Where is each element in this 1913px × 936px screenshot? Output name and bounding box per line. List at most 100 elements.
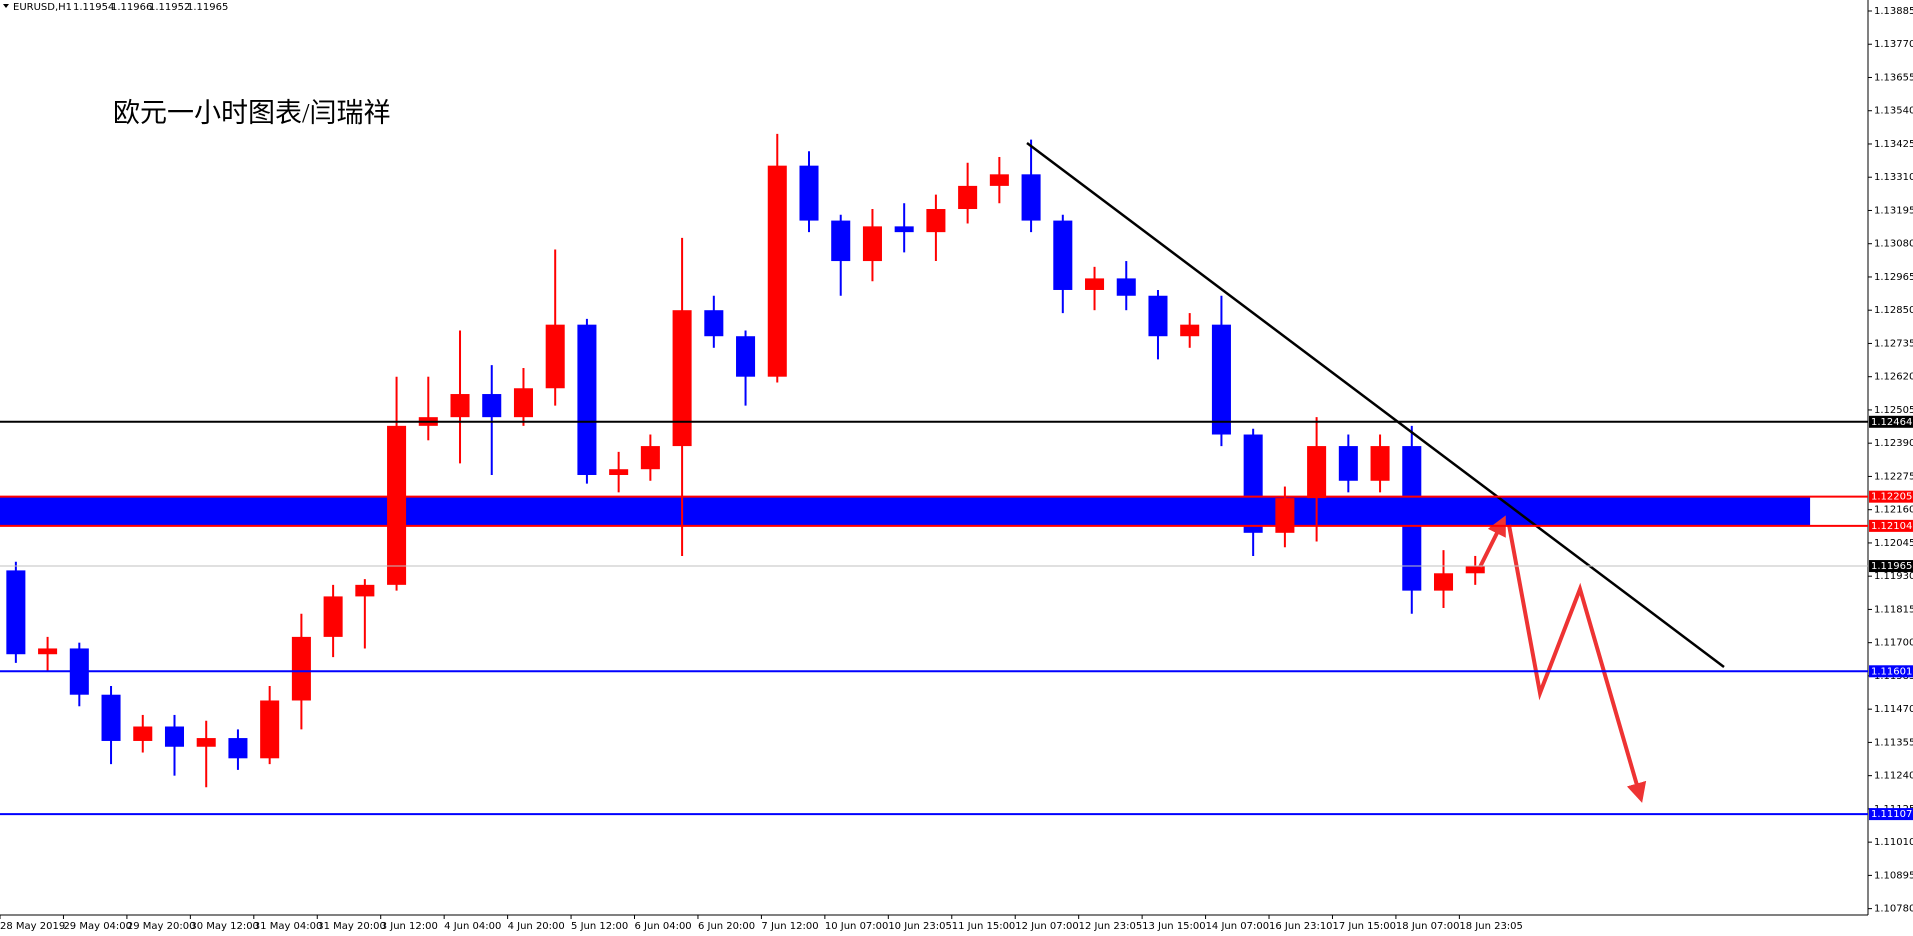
x-tick-label: 29 May 20:00 bbox=[127, 921, 196, 932]
y-tick-label: 1.13310 bbox=[1874, 172, 1913, 183]
x-tick-label: 4 Jun 20:00 bbox=[508, 921, 565, 932]
candle-body bbox=[1243, 434, 1263, 533]
candle-body bbox=[133, 726, 153, 741]
candle-body bbox=[958, 185, 978, 210]
y-tick-label: 1.11240 bbox=[1874, 771, 1913, 782]
y-tick-label: 1.13080 bbox=[1874, 239, 1913, 250]
candle-body bbox=[38, 648, 58, 655]
x-tick-label: 14 Jun 07:00 bbox=[1206, 921, 1270, 932]
candle-body bbox=[1085, 278, 1105, 290]
candle-body bbox=[1338, 446, 1358, 481]
x-tick-label: 18 Jun 07:00 bbox=[1396, 921, 1460, 932]
x-tick-label: 4 Jun 04:00 bbox=[444, 921, 501, 932]
y-tick-label: 1.10895 bbox=[1874, 870, 1913, 881]
x-tick-label: 31 May 20:00 bbox=[317, 921, 386, 932]
candle-body bbox=[1370, 446, 1390, 481]
level-label-bg bbox=[1869, 415, 1913, 428]
level-label: 1.12464 bbox=[1871, 417, 1912, 428]
y-tick-label: 1.11355 bbox=[1874, 737, 1913, 748]
candle-body bbox=[1402, 446, 1422, 591]
candle-body bbox=[1148, 295, 1168, 337]
candle-body bbox=[672, 310, 692, 447]
header-high: 1.11966 bbox=[111, 2, 152, 13]
candle-body bbox=[609, 469, 629, 475]
candle-body bbox=[704, 310, 724, 337]
x-tick-label: 29 May 04:00 bbox=[63, 921, 132, 932]
x-tick-label: 16 Jun 23:10 bbox=[1269, 921, 1333, 932]
level-label-bg bbox=[1869, 560, 1913, 573]
level-label-bg bbox=[1869, 665, 1913, 678]
trend-line bbox=[1026, 142, 1725, 668]
level-label: 1.11965 bbox=[1871, 561, 1912, 572]
candle-body bbox=[196, 738, 216, 747]
candle-body bbox=[989, 174, 1009, 186]
candle-body bbox=[1021, 174, 1041, 221]
y-tick-label: 1.13195 bbox=[1874, 205, 1913, 216]
y-tick-label: 1.10780 bbox=[1874, 904, 1913, 915]
y-tick-label: 1.12850 bbox=[1874, 305, 1913, 316]
header-low: 1.11952 bbox=[149, 2, 190, 13]
y-tick-label: 1.13770 bbox=[1874, 39, 1913, 50]
candle-body bbox=[831, 220, 851, 262]
x-tick-label: 13 Jun 15:00 bbox=[1142, 921, 1206, 932]
level-label: 1.11107 bbox=[1871, 809, 1912, 820]
level-label-bg bbox=[1869, 490, 1913, 503]
y-tick-label: 1.11815 bbox=[1874, 604, 1913, 615]
candle-body bbox=[1307, 446, 1327, 499]
projection-arrow bbox=[1478, 515, 1506, 568]
y-tick-label: 1.12735 bbox=[1874, 338, 1913, 349]
y-tick-label: 1.11010 bbox=[1874, 837, 1913, 848]
candle-body bbox=[640, 446, 660, 470]
x-tick-label: 11 Jun 15:00 bbox=[952, 921, 1016, 932]
y-tick-label: 1.11470 bbox=[1874, 704, 1913, 715]
y-tick-label: 1.12390 bbox=[1874, 438, 1913, 449]
y-tick-label: 1.12620 bbox=[1874, 372, 1913, 383]
y-tick-label: 1.12965 bbox=[1874, 272, 1913, 283]
x-tick-label: 3 Jun 12:00 bbox=[381, 921, 438, 932]
y-tick-label: 1.13655 bbox=[1874, 72, 1913, 83]
level-label-bg bbox=[1869, 808, 1913, 821]
candle-body bbox=[450, 394, 470, 418]
y-tick-label: 1.12045 bbox=[1874, 538, 1913, 549]
candle-body bbox=[767, 165, 787, 377]
x-tick-label: 6 Jun 04:00 bbox=[635, 921, 692, 932]
header-open: 1.11954 bbox=[73, 2, 114, 13]
x-tick-label: 7 Jun 12:00 bbox=[761, 921, 818, 932]
candle-body bbox=[6, 570, 26, 655]
x-tick-label: 31 May 04:00 bbox=[254, 921, 323, 932]
chart-title: 欧元一小时图表/闫瑞祥 bbox=[113, 98, 391, 128]
x-tick-label: 10 Jun 23:05 bbox=[888, 921, 952, 932]
candle-body bbox=[736, 336, 756, 377]
x-tick-label: 18 Jun 23:05 bbox=[1459, 921, 1523, 932]
y-tick-label: 1.11700 bbox=[1874, 638, 1913, 649]
plot-area bbox=[0, 133, 1811, 788]
candle-body bbox=[291, 636, 311, 701]
header-icon bbox=[3, 4, 9, 8]
x-tick-label: 6 Jun 20:00 bbox=[698, 921, 755, 932]
candle-body bbox=[926, 209, 946, 233]
drawings bbox=[1026, 142, 1725, 803]
candle-body bbox=[545, 324, 565, 389]
y-tick-label: 1.13425 bbox=[1874, 139, 1913, 150]
candle-body bbox=[101, 694, 121, 741]
candle-body bbox=[513, 388, 533, 418]
candle-body bbox=[1180, 324, 1200, 337]
x-tick-label: 12 Jun 23:05 bbox=[1079, 921, 1143, 932]
candle-body bbox=[862, 226, 882, 262]
candle-body bbox=[260, 700, 280, 759]
symbol: EURUSD,H1 bbox=[13, 2, 72, 13]
candle-body bbox=[577, 324, 597, 475]
candle-body bbox=[482, 394, 502, 418]
y-tick-label: 1.13885 bbox=[1874, 6, 1913, 17]
y-tick-label: 1.12505 bbox=[1874, 405, 1913, 416]
candle-body bbox=[387, 425, 407, 585]
x-tick-label: 5 Jun 12:00 bbox=[571, 921, 628, 932]
x-tick-label: 12 Jun 07:00 bbox=[1015, 921, 1079, 932]
candle-body bbox=[1116, 278, 1136, 296]
candle-body bbox=[355, 584, 375, 597]
y-tick-label: 1.12275 bbox=[1874, 471, 1913, 482]
candle-body bbox=[1211, 324, 1231, 435]
candle-body bbox=[228, 738, 248, 759]
level-label: 1.12205 bbox=[1871, 492, 1912, 503]
